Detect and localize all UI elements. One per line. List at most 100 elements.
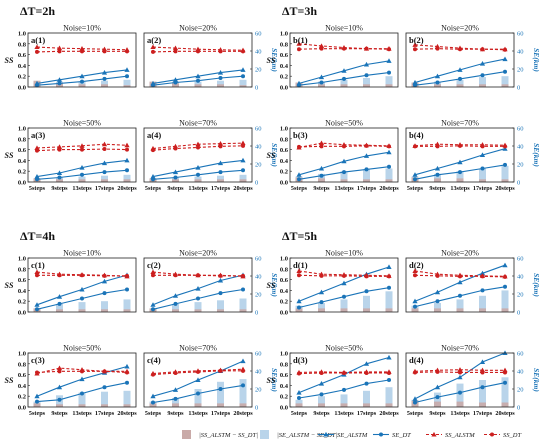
se-lstm-point: [56, 384, 63, 390]
bar-ss-diff: [172, 179, 179, 182]
se-lstm-point: [217, 70, 224, 75]
x-tick-label: 13steps: [334, 410, 354, 417]
se-dt-point: [173, 175, 178, 180]
bar-se-diff: [434, 392, 441, 407]
se-dt-point: [435, 80, 440, 85]
se-lstm-point: [56, 77, 63, 82]
bar-ss-diff: [101, 404, 108, 407]
panel-b(4): Noise=70% b(4) 0 20 40 60 SE(km) 5steps 9steps 13…: [405, 119, 541, 192]
legend-item-bar_light: |SE_ALSTM − SE_DT|: [260, 430, 338, 439]
se-lstm-point: [79, 286, 85, 292]
y-left-tick-label: 0.4: [18, 63, 27, 70]
bar-se-diff: [479, 77, 486, 87]
panel-a(2): Noise=20% a(2) 0 20 40 60 SE(km): [143, 24, 279, 92]
y-right-tick-label: 0: [255, 85, 258, 92]
se-dt-point: [342, 76, 346, 81]
bar-se-diff: [217, 80, 224, 87]
bar-se-diff: [217, 175, 224, 182]
x-tick-label: 13steps: [72, 410, 92, 417]
se-dt-point: [57, 301, 62, 306]
se-lstm-point: [386, 264, 392, 269]
y-right-label: SE(km): [532, 143, 541, 167]
se-dt-point: [218, 387, 223, 391]
y-left-tick-label: 0.4: [280, 288, 289, 295]
se-dt-point: [387, 70, 391, 75]
ss-dt-point: [218, 144, 223, 149]
se-dt-point: [413, 177, 417, 182]
ss-dt-point: [57, 49, 62, 54]
bar-ss-diff: [172, 83, 179, 87]
ss-dt-point: [35, 370, 39, 375]
ss-dt-point: [364, 370, 369, 375]
se-lstm-point: [434, 165, 441, 171]
y-left-tick-label: 0.6: [18, 147, 27, 154]
panel-id: b(3): [293, 130, 308, 140]
bar-ss-diff: [434, 308, 441, 312]
panel-frame: [143, 257, 253, 313]
bar-ss-diff: [363, 179, 370, 182]
ss-dt-point: [364, 143, 369, 148]
x-tick-label: 17steps: [473, 410, 493, 417]
se-lstm-point: [124, 363, 130, 369]
y-right-tick-label: 0: [255, 405, 258, 412]
y-left-tick-label: 1.0: [280, 351, 288, 358]
panel-a(4): Noise=70% a(4) 0 20 40 60 SE(km) 5steps 9steps 13…: [143, 119, 279, 192]
y-left-tick-label: 0.6: [280, 52, 289, 59]
bar-ss-diff: [363, 308, 370, 312]
x-tick-label: 20steps: [233, 185, 253, 192]
panel-frame: [289, 32, 399, 88]
bar-ss-diff: [479, 308, 486, 312]
ss-dt-point: [241, 49, 245, 54]
bar-ss-diff: [363, 84, 370, 87]
panel-frame: [289, 127, 399, 183]
ss-dt-point: [173, 49, 178, 54]
group-title: ΔT=3h: [282, 4, 317, 18]
bar-ss-diff: [78, 404, 86, 407]
x-tick-label: 20steps: [233, 410, 253, 417]
bar-ss-diff: [194, 403, 202, 407]
bar-se-diff: [172, 303, 179, 312]
panel-id: a(3): [31, 130, 45, 140]
x-tick-label: 13steps: [450, 410, 470, 417]
se-lstm-point: [296, 298, 302, 304]
ss-lstm-point: [34, 145, 40, 150]
bar-se-diff: [78, 392, 86, 407]
bar-se-diff: [456, 171, 464, 182]
panel-noise-title: Noise=70%: [441, 344, 479, 353]
x-tick-label: 13steps: [72, 185, 92, 192]
se-dt-point: [458, 76, 462, 81]
panel-noise-title: Noise=50%: [63, 119, 101, 128]
ss-dt-point: [319, 273, 324, 278]
bar-ss-diff: [194, 309, 202, 312]
y-right-tick-label: 60: [255, 256, 262, 263]
se-dt-point: [80, 296, 84, 301]
x-tick-label: 9steps: [167, 410, 184, 417]
ss-dt-point: [125, 49, 129, 54]
panel-c(3): Noise=50% c(3) 0.0 0.2 0.4 0.6 0.8 1.0 SS 5steps 9…: [5, 344, 138, 418]
bar-se-diff: [456, 383, 464, 407]
bar-ss-diff: [239, 85, 247, 87]
se-lstm-point: [79, 165, 85, 170]
bar-ss-diff: [411, 308, 419, 312]
ss-dt-point: [57, 369, 62, 374]
panel-noise-title: Noise=10%: [325, 24, 363, 33]
x-tick-label: 20steps: [495, 410, 515, 417]
bar-ss-diff: [123, 309, 131, 312]
ss-dt-point: [503, 144, 507, 149]
se-dt-point: [57, 175, 62, 180]
panel-d(1): Noise=10% d(1) 0.0 0.2 0.4 0.6 0.8 1.0 SS: [267, 249, 399, 317]
panel-frame: [27, 257, 137, 313]
x-tick-label: 9steps: [429, 410, 446, 417]
se-lstm-point: [34, 174, 40, 179]
ss-lstm-point: [296, 41, 302, 46]
bar-ss-diff: [56, 309, 63, 312]
bar-se-diff: [318, 303, 325, 312]
se-dt-point: [503, 380, 507, 385]
y-left-tick-label: 0.8: [280, 361, 289, 368]
bar-se-diff: [239, 298, 247, 312]
se-lstm-point: [502, 262, 508, 268]
ss-dt-point: [173, 370, 178, 375]
se-dt-point: [151, 307, 155, 312]
panel-frame: [289, 352, 399, 408]
se-lstm-point: [479, 152, 486, 157]
